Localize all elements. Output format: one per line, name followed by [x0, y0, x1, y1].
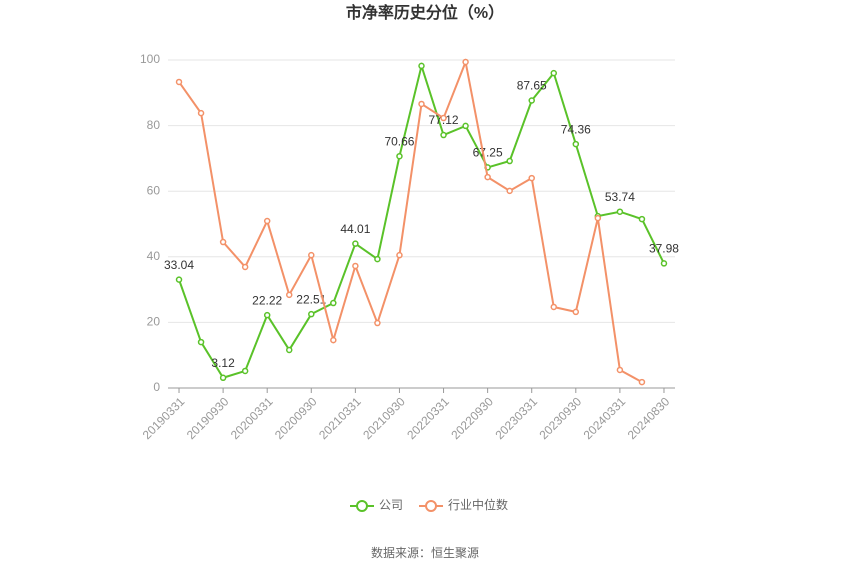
data-point [197, 338, 205, 346]
source-note: 数据来源：恒生聚源 [371, 545, 479, 560]
data-point [219, 238, 227, 246]
data-point [197, 109, 205, 117]
data-label: 74.36 [561, 122, 591, 136]
data-point [175, 276, 183, 283]
data-point [263, 311, 271, 319]
data-label: 3.12 [211, 356, 235, 370]
data-point [241, 263, 249, 271]
y-tick-label: 20 [147, 315, 161, 329]
data-point [528, 174, 535, 182]
data-point [616, 366, 624, 374]
data-point [572, 308, 580, 316]
data-point [506, 157, 513, 165]
data-label: 22.51 [296, 292, 326, 306]
x-tick-label: 20230930 [537, 394, 585, 442]
data-point [462, 122, 469, 130]
legend-marker [356, 500, 368, 512]
y-tick-label: 40 [147, 249, 161, 263]
data-label: 87.65 [517, 79, 547, 93]
x-tick-label: 20190331 [140, 394, 188, 442]
series-line [178, 58, 643, 383]
data-point [175, 78, 183, 86]
data-point [396, 251, 403, 259]
data-point [219, 374, 227, 382]
data-label: 22.22 [252, 293, 282, 307]
data-point [660, 260, 668, 267]
data-point [484, 173, 491, 181]
data-point [572, 140, 580, 148]
data-label: 33.04 [164, 258, 194, 272]
data-point [241, 367, 249, 375]
y-tick-label: 100 [140, 52, 160, 66]
data-point [616, 208, 624, 215]
data-point [263, 217, 271, 225]
data-point [418, 100, 425, 108]
data-point [594, 214, 602, 222]
legend-label: 行业中位数 [448, 497, 508, 512]
data-point [638, 215, 646, 223]
data-point [330, 299, 337, 307]
data-point [528, 97, 535, 104]
data-point [330, 336, 337, 344]
data-point [440, 131, 447, 139]
y-tick-label: 0 [153, 380, 160, 394]
data-label: 70.66 [384, 134, 414, 148]
data-point [462, 58, 469, 66]
data-label: 37.98 [649, 242, 679, 256]
x-tick-label: 20240830 [625, 394, 673, 442]
series-line [178, 62, 665, 379]
x-tick-label: 20230331 [492, 394, 540, 442]
x-tick-label: 20220930 [448, 394, 496, 442]
data-point [285, 291, 293, 299]
data-point [396, 152, 403, 160]
data-point [374, 255, 381, 263]
data-point [440, 114, 447, 122]
x-tick-label: 20240331 [581, 394, 629, 442]
data-point [418, 62, 425, 70]
data-point [374, 319, 381, 327]
x-tick-label: 20190930 [184, 394, 232, 442]
data-point [285, 346, 293, 354]
x-tick-label: 20200331 [228, 394, 276, 442]
x-tick-label: 20220331 [404, 394, 452, 442]
data-point [638, 378, 646, 386]
data-point [550, 69, 558, 77]
data-point [352, 240, 359, 247]
data-point [352, 262, 359, 270]
y-tick-label: 80 [147, 118, 161, 132]
data-point [550, 303, 558, 311]
x-tick-label: 20210331 [316, 394, 364, 442]
data-label: 53.74 [605, 190, 635, 204]
data-label: 44.01 [340, 222, 370, 236]
legend-marker [425, 500, 438, 512]
data-point [308, 310, 315, 318]
data-label: 67.25 [473, 146, 503, 160]
legend-label: 公司 [379, 498, 403, 512]
chart-title: 市净率历史分位（%） [346, 3, 504, 22]
x-tick-label: 20200930 [272, 394, 320, 442]
x-tick-label: 20210930 [360, 394, 408, 442]
data-point [308, 251, 315, 259]
y-tick-label: 60 [147, 183, 161, 197]
data-point [506, 187, 513, 195]
